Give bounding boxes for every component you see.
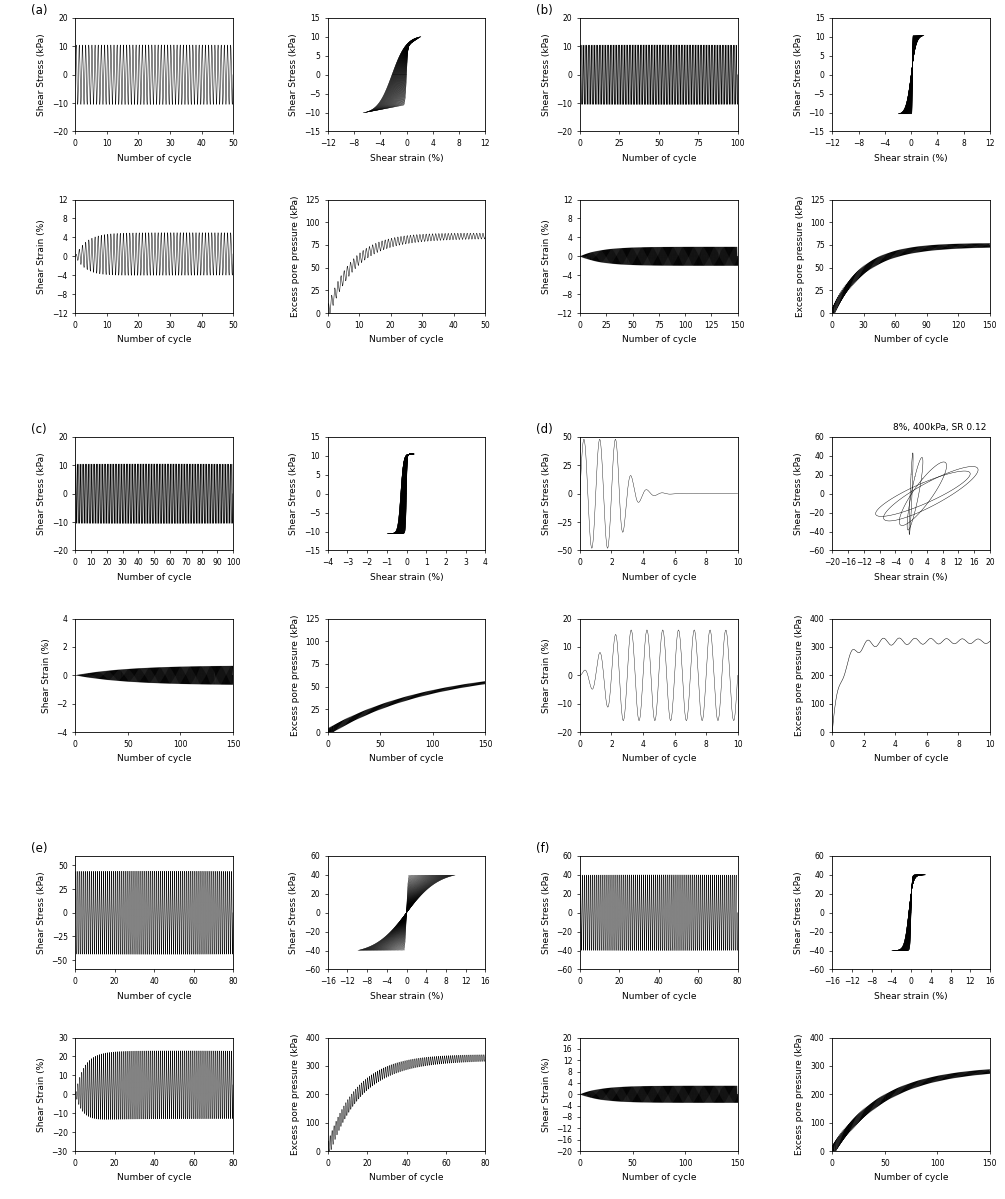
Text: (b): (b) — [536, 5, 553, 17]
Y-axis label: Shear Strain (%): Shear Strain (%) — [37, 1058, 46, 1132]
X-axis label: Number of cycle: Number of cycle — [621, 1174, 696, 1182]
X-axis label: Number of cycle: Number of cycle — [873, 336, 949, 344]
Text: (e): (e) — [31, 843, 47, 855]
Y-axis label: Excess pore pressure (kPa): Excess pore pressure (kPa) — [796, 195, 805, 317]
Y-axis label: Shear Stress (kPa): Shear Stress (kPa) — [37, 872, 46, 954]
X-axis label: Number of cycle: Number of cycle — [369, 1174, 444, 1182]
X-axis label: Shear strain (%): Shear strain (%) — [370, 153, 443, 163]
X-axis label: Number of cycle: Number of cycle — [621, 153, 696, 163]
Y-axis label: Shear Stress (kPa): Shear Stress (kPa) — [289, 452, 298, 535]
X-axis label: Number of cycle: Number of cycle — [621, 992, 696, 1001]
X-axis label: Number of cycle: Number of cycle — [117, 336, 192, 344]
Y-axis label: Excess pore pressure (kPa): Excess pore pressure (kPa) — [795, 1034, 804, 1155]
X-axis label: Number of cycle: Number of cycle — [117, 153, 192, 163]
Y-axis label: Shear Stress (kPa): Shear Stress (kPa) — [37, 452, 46, 535]
Y-axis label: Shear Stress (kPa): Shear Stress (kPa) — [289, 34, 298, 116]
Text: 8%, 400kPa, SR 0.12: 8%, 400kPa, SR 0.12 — [893, 423, 987, 433]
X-axis label: Number of cycle: Number of cycle — [621, 754, 696, 764]
Y-axis label: Shear Stress (kPa): Shear Stress (kPa) — [542, 872, 551, 954]
Y-axis label: Shear Stress (kPa): Shear Stress (kPa) — [542, 452, 551, 535]
Y-axis label: Shear Strain (%): Shear Strain (%) — [542, 1058, 551, 1132]
Y-axis label: Shear Stress (kPa): Shear Stress (kPa) — [794, 872, 803, 954]
Y-axis label: Shear Stress (kPa): Shear Stress (kPa) — [794, 34, 803, 116]
Y-axis label: Shear Stress (kPa): Shear Stress (kPa) — [542, 34, 551, 116]
X-axis label: Number of cycle: Number of cycle — [621, 336, 696, 344]
Y-axis label: Excess pore pressure (kPa): Excess pore pressure (kPa) — [290, 1034, 299, 1155]
X-axis label: Shear strain (%): Shear strain (%) — [874, 573, 948, 582]
X-axis label: Number of cycle: Number of cycle — [621, 573, 696, 582]
Y-axis label: Excess pore pressure (kPa): Excess pore pressure (kPa) — [795, 615, 804, 736]
X-axis label: Shear strain (%): Shear strain (%) — [874, 992, 948, 1001]
Y-axis label: Shear Stress (kPa): Shear Stress (kPa) — [37, 34, 46, 116]
Y-axis label: Shear Strain (%): Shear Strain (%) — [42, 638, 51, 712]
Y-axis label: Shear Strain (%): Shear Strain (%) — [37, 219, 46, 294]
X-axis label: Shear strain (%): Shear strain (%) — [874, 153, 948, 163]
Text: (c): (c) — [31, 423, 47, 436]
Text: (a): (a) — [31, 5, 47, 17]
Y-axis label: Shear Strain (%): Shear Strain (%) — [542, 219, 551, 294]
X-axis label: Number of cycle: Number of cycle — [117, 992, 192, 1001]
X-axis label: Number of cycle: Number of cycle — [117, 754, 192, 764]
X-axis label: Number of cycle: Number of cycle — [369, 754, 444, 764]
X-axis label: Shear strain (%): Shear strain (%) — [370, 992, 443, 1001]
X-axis label: Number of cycle: Number of cycle — [369, 336, 444, 344]
Y-axis label: Shear Strain (%): Shear Strain (%) — [542, 638, 551, 712]
Y-axis label: Shear Stress (kPa): Shear Stress (kPa) — [794, 452, 803, 535]
Y-axis label: Excess pore pressure (kPa): Excess pore pressure (kPa) — [291, 195, 299, 317]
Text: (d): (d) — [536, 423, 553, 436]
X-axis label: Number of cycle: Number of cycle — [117, 1174, 192, 1182]
X-axis label: Number of cycle: Number of cycle — [873, 1174, 949, 1182]
X-axis label: Number of cycle: Number of cycle — [873, 754, 949, 764]
Y-axis label: Excess pore pressure (kPa): Excess pore pressure (kPa) — [291, 615, 299, 736]
X-axis label: Number of cycle: Number of cycle — [117, 573, 192, 582]
Y-axis label: Shear Stress (kPa): Shear Stress (kPa) — [289, 872, 298, 954]
X-axis label: Shear strain (%): Shear strain (%) — [370, 573, 443, 582]
Text: (f): (f) — [536, 843, 549, 855]
